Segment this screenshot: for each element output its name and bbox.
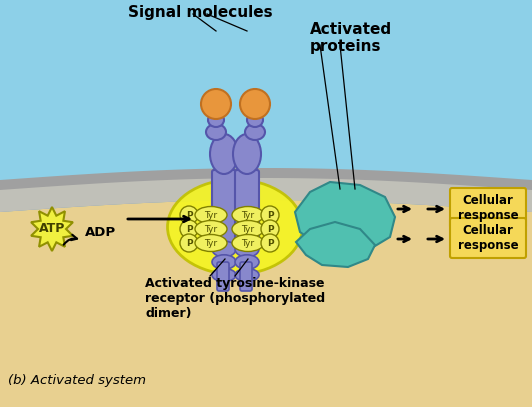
Ellipse shape [235, 241, 259, 257]
Polygon shape [0, 168, 532, 212]
Text: P: P [186, 225, 192, 234]
Text: P: P [186, 210, 192, 219]
Ellipse shape [233, 134, 261, 174]
Ellipse shape [232, 221, 264, 238]
Text: P: P [267, 210, 273, 219]
FancyBboxPatch shape [217, 262, 229, 291]
Text: Activated
proteins: Activated proteins [310, 22, 392, 55]
Polygon shape [295, 182, 395, 252]
FancyBboxPatch shape [240, 262, 252, 291]
Ellipse shape [235, 255, 259, 269]
Circle shape [261, 234, 279, 252]
Text: ADP: ADP [85, 225, 116, 239]
Ellipse shape [212, 269, 236, 281]
Circle shape [261, 220, 279, 238]
Text: Tyr: Tyr [242, 239, 255, 247]
Text: Tyr: Tyr [204, 225, 218, 234]
Polygon shape [0, 200, 532, 407]
Ellipse shape [195, 221, 227, 238]
Polygon shape [31, 207, 73, 251]
Ellipse shape [201, 89, 231, 119]
Ellipse shape [235, 269, 259, 281]
Ellipse shape [212, 255, 236, 269]
Polygon shape [296, 222, 375, 267]
Text: (b) Activated system: (b) Activated system [8, 374, 146, 387]
Circle shape [180, 220, 198, 238]
Ellipse shape [168, 179, 303, 274]
Ellipse shape [206, 124, 226, 140]
Ellipse shape [245, 124, 265, 140]
Ellipse shape [208, 113, 224, 127]
Text: Activated tyrosine-kinase
receptor (phosphorylated
dimer): Activated tyrosine-kinase receptor (phos… [145, 277, 325, 320]
Text: Cellular
response: Cellular response [458, 194, 518, 222]
Text: ATP: ATP [39, 223, 65, 236]
Ellipse shape [212, 241, 236, 257]
Text: Signal molecules: Signal molecules [128, 5, 272, 20]
Ellipse shape [195, 234, 227, 252]
Text: Tyr: Tyr [204, 239, 218, 247]
FancyBboxPatch shape [235, 170, 259, 244]
Circle shape [180, 234, 198, 252]
Circle shape [180, 206, 198, 224]
Text: P: P [267, 239, 273, 247]
Ellipse shape [232, 206, 264, 223]
Circle shape [261, 206, 279, 224]
Text: Cellular
response: Cellular response [458, 224, 518, 252]
Text: P: P [267, 225, 273, 234]
FancyBboxPatch shape [450, 188, 526, 228]
Ellipse shape [247, 113, 263, 127]
FancyBboxPatch shape [450, 218, 526, 258]
Ellipse shape [210, 134, 238, 174]
Polygon shape [0, 178, 532, 212]
Text: P: P [186, 239, 192, 247]
Ellipse shape [240, 89, 270, 119]
Text: Tyr: Tyr [242, 225, 255, 234]
Text: Tyr: Tyr [204, 210, 218, 219]
Ellipse shape [232, 234, 264, 252]
Ellipse shape [195, 206, 227, 223]
Text: Tyr: Tyr [242, 210, 255, 219]
FancyBboxPatch shape [212, 170, 236, 244]
